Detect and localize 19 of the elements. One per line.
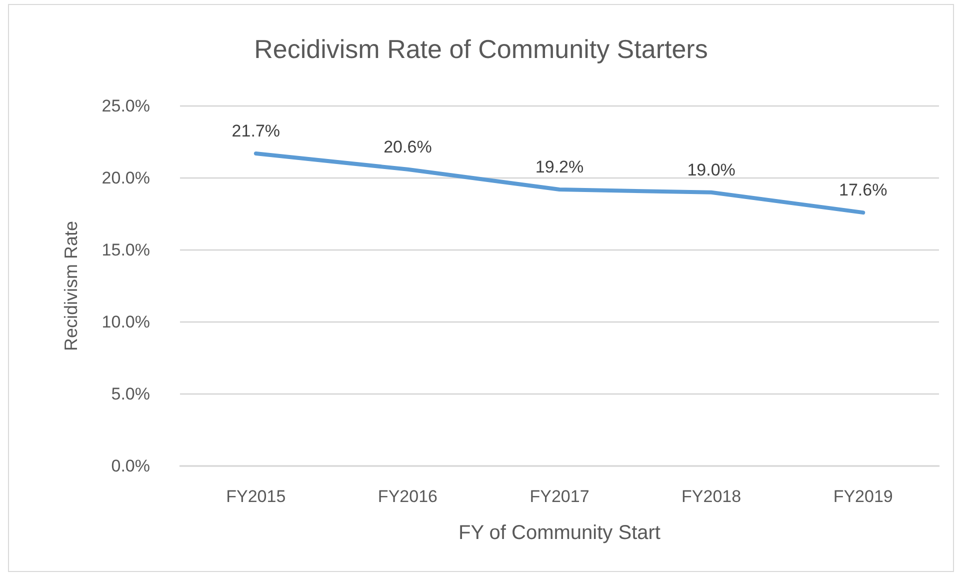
y-tick-label: 15.0% bbox=[102, 240, 150, 260]
x-axis-title: FY of Community Start bbox=[458, 522, 661, 544]
data-label: 21.7% bbox=[232, 122, 280, 141]
x-tick-label: FY2019 bbox=[833, 487, 893, 506]
data-label: 20.6% bbox=[384, 137, 432, 156]
data-label: 19.2% bbox=[535, 158, 584, 177]
y-tick-label: 20.0% bbox=[102, 168, 150, 188]
chart-title: Recidivism Rate of Community Starters bbox=[254, 34, 708, 64]
data-label: 19.0% bbox=[687, 160, 736, 180]
y-tick-label: 10.0% bbox=[102, 312, 150, 332]
x-tick-label: FY2016 bbox=[378, 487, 438, 506]
x-tick-label: FY2018 bbox=[682, 487, 742, 506]
x-tick-label: FY2015 bbox=[226, 487, 286, 506]
y-tick-label: 25.0% bbox=[102, 96, 150, 116]
y-tick-label: 0.0% bbox=[111, 456, 150, 476]
y-axis-title: Recidivism Rate bbox=[61, 220, 81, 352]
y-tick-label: 5.0% bbox=[111, 384, 150, 404]
data-label: 17.6% bbox=[839, 180, 888, 200]
x-tick-label: FY2017 bbox=[530, 487, 590, 506]
